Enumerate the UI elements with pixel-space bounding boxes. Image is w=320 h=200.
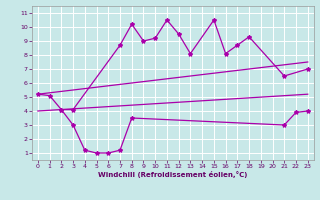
X-axis label: Windchill (Refroidissement éolien,°C): Windchill (Refroidissement éolien,°C) [98,171,247,178]
